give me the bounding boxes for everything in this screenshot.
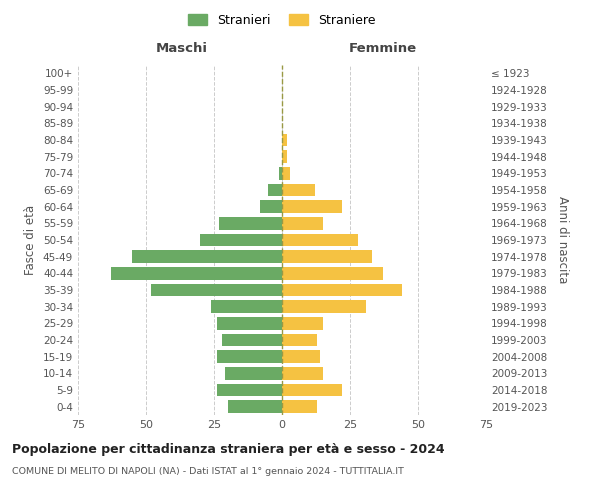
Bar [133, 250, 282, 263]
Bar [282, 184, 314, 196]
Bar [260, 200, 282, 213]
Text: Femmine: Femmine [349, 42, 417, 55]
Bar [217, 350, 282, 363]
Bar [217, 384, 282, 396]
Bar [282, 134, 287, 146]
Bar [282, 334, 317, 346]
Bar [282, 350, 320, 363]
Y-axis label: Fasce di età: Fasce di età [25, 205, 37, 275]
Legend: Stranieri, Straniere: Stranieri, Straniere [184, 8, 380, 32]
Bar [222, 334, 282, 346]
Bar [225, 367, 282, 380]
Bar [217, 317, 282, 330]
Bar [282, 234, 358, 246]
Bar [211, 300, 282, 313]
Bar [282, 367, 323, 380]
Bar [282, 284, 401, 296]
Bar [279, 167, 282, 179]
Bar [110, 267, 282, 280]
Bar [282, 384, 342, 396]
Text: Maschi: Maschi [155, 42, 208, 55]
Bar [282, 317, 323, 330]
Y-axis label: Anni di nascita: Anni di nascita [556, 196, 569, 284]
Bar [282, 167, 290, 179]
Bar [151, 284, 282, 296]
Bar [282, 200, 342, 213]
Text: Popolazione per cittadinanza straniera per età e sesso - 2024: Popolazione per cittadinanza straniera p… [12, 442, 445, 456]
Bar [282, 217, 323, 230]
Bar [200, 234, 282, 246]
Bar [282, 400, 317, 413]
Bar [282, 150, 287, 163]
Bar [268, 184, 282, 196]
Bar [220, 217, 282, 230]
Bar [227, 400, 282, 413]
Bar [282, 300, 367, 313]
Bar [282, 250, 372, 263]
Text: COMUNE DI MELITO DI NAPOLI (NA) - Dati ISTAT al 1° gennaio 2024 - TUTTITALIA.IT: COMUNE DI MELITO DI NAPOLI (NA) - Dati I… [12, 468, 404, 476]
Bar [282, 267, 383, 280]
